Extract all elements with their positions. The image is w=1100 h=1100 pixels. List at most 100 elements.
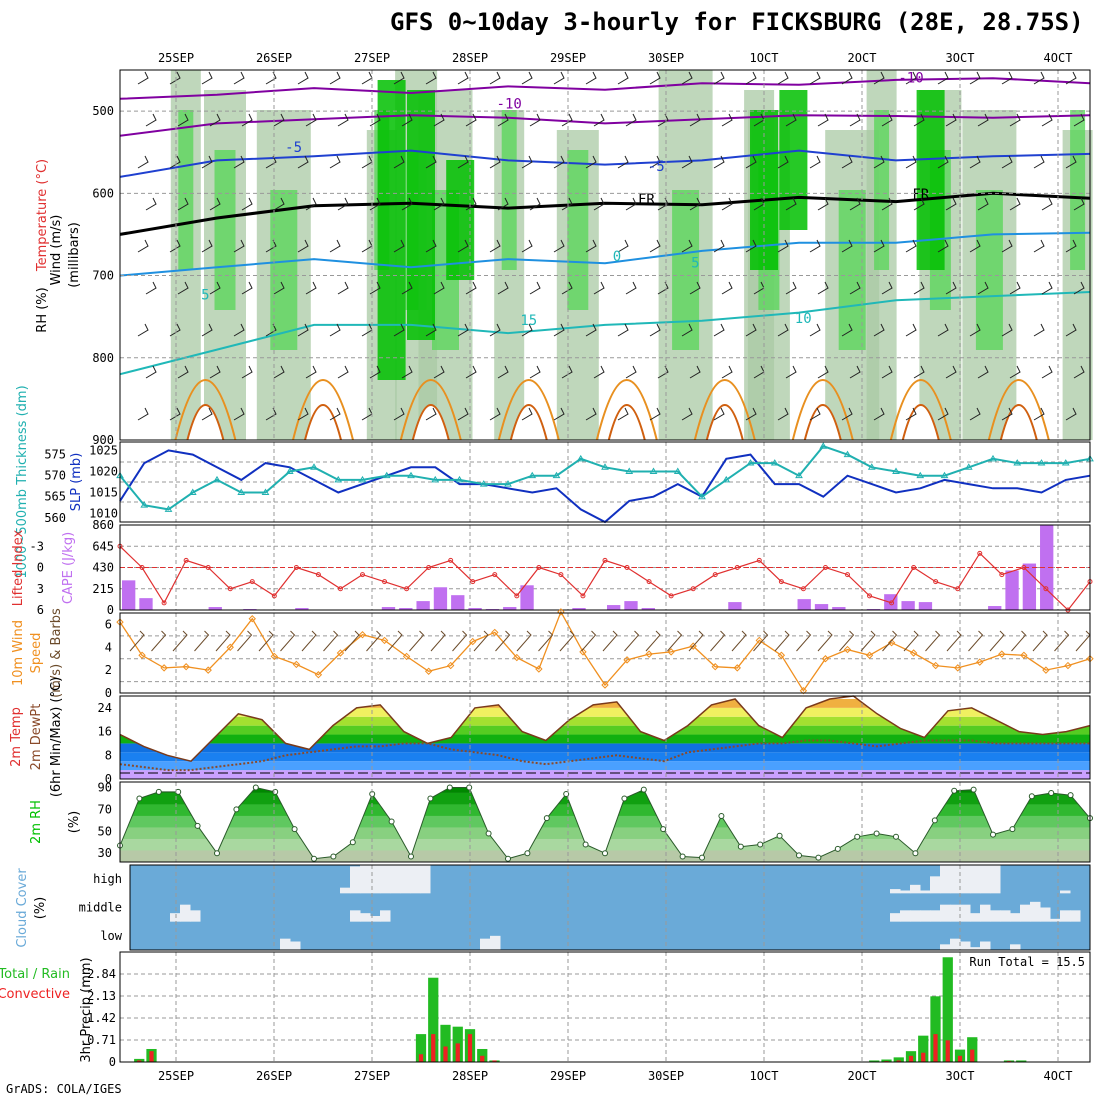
temp-tick: 24 [98, 701, 112, 715]
wind-speed-marker [402, 652, 411, 661]
wind-barb [777, 407, 789, 421]
rh-core [377, 80, 406, 380]
wind-barb [553, 239, 565, 253]
cloud-cell [360, 913, 371, 922]
wind-barb [849, 197, 861, 211]
lifted-index-marker [558, 572, 564, 578]
cape-bar [520, 585, 534, 610]
rh-band [501, 110, 517, 270]
wind-barb [713, 323, 725, 337]
thickness-marker [310, 463, 318, 470]
date-label-bottom: 1OCT [750, 1069, 779, 1083]
rh-marker [408, 853, 414, 860]
axis-label-2mrh: 2m RH [29, 800, 44, 844]
wind-barb [1065, 323, 1077, 337]
thickness-marker [940, 471, 949, 479]
precip-conv-bar [945, 1040, 950, 1062]
wind-speed-marker [226, 643, 234, 651]
cloud-cell [350, 910, 361, 922]
wind-barb [521, 407, 533, 421]
wind-speed-marker [667, 648, 675, 656]
wind-barb [473, 630, 489, 652]
wind-barb [1001, 155, 1013, 169]
wind-barb [1033, 407, 1045, 421]
lifted-index-line [119, 545, 1091, 611]
cape-bar [918, 602, 933, 610]
thickness-marker [504, 480, 512, 487]
wind-barb [937, 239, 949, 253]
wind-barb [366, 630, 382, 652]
wind-barb [337, 197, 349, 211]
wind-barb [1054, 630, 1070, 652]
isotherm-warm [186, 404, 225, 441]
wind-barb [593, 197, 605, 211]
wind-barb [305, 113, 317, 127]
precip-total-bar [918, 1035, 929, 1062]
wind-barb [905, 407, 917, 421]
lifted-index-marker [580, 593, 586, 599]
cape-bar [797, 599, 811, 610]
contour-label: -5 [285, 140, 302, 156]
cloud-cell [890, 913, 901, 922]
lifted-index-marker [668, 593, 674, 599]
rh-marker [1048, 789, 1055, 796]
axis-label-cloud-pct: (%) [33, 897, 48, 920]
wind-barb [1001, 71, 1013, 85]
wind-barb [1009, 365, 1021, 379]
wind-barb [209, 281, 221, 295]
rh-marker [951, 787, 958, 794]
wind-barb [393, 407, 405, 421]
rh-marker [136, 795, 143, 802]
cape-tick: 430 [92, 561, 114, 575]
wind-barb [201, 323, 213, 337]
cape-bar [399, 608, 413, 610]
wind-barb [409, 630, 425, 652]
wind-barb [258, 630, 274, 652]
wind-barb [430, 630, 446, 652]
pressure-tick: 900 [92, 433, 114, 447]
wind-barb [925, 630, 941, 652]
wind-barb [305, 197, 317, 211]
lifted-tick: 3 [37, 582, 44, 596]
cloud-cell [900, 910, 911, 922]
isotherm-line [119, 149, 1091, 178]
wind-barb [841, 71, 853, 85]
rh-marker [214, 850, 220, 857]
thickness-marker [916, 471, 925, 479]
wind-barb [457, 71, 469, 85]
isotherm-line [119, 77, 1091, 100]
cloud-cell [920, 910, 931, 922]
cloud-cell [180, 904, 191, 922]
date-label-bottom: 30SEP [648, 1069, 684, 1083]
cloud-cell [360, 865, 371, 894]
lifted-index-marker [800, 586, 806, 592]
rh-marker [699, 854, 705, 861]
cloud-cell [490, 935, 501, 950]
wind-barb [561, 197, 573, 211]
contour-label: 15 [520, 313, 537, 329]
wind-barb [989, 630, 1005, 652]
wind-barb [809, 71, 821, 85]
isotherm-warm [999, 404, 1038, 441]
wind-barb [561, 281, 573, 295]
contour-label: -10 [898, 70, 923, 86]
wind-tick: 6 [105, 617, 112, 631]
wind-barb [977, 365, 989, 379]
precip-tick: 0 [109, 1055, 116, 1069]
cape-bar [988, 606, 1002, 610]
lifted-index-marker [845, 572, 850, 578]
wind-barb [393, 155, 405, 169]
axis-label-temperature: Temperature (°C) [35, 159, 50, 272]
wind-barb [667, 630, 683, 652]
cloud-cell [980, 941, 991, 950]
precip-conv-bar [970, 1049, 975, 1062]
wind-barb [194, 630, 210, 652]
rh-marker [912, 850, 919, 857]
rh-band [270, 190, 298, 350]
wind-barb [602, 630, 618, 652]
cloud-frame [129, 864, 1091, 951]
wind-speed-marker [579, 648, 587, 656]
wind-barb [688, 630, 704, 652]
wind-speed-marker [270, 652, 279, 661]
wind-barb [297, 71, 309, 85]
